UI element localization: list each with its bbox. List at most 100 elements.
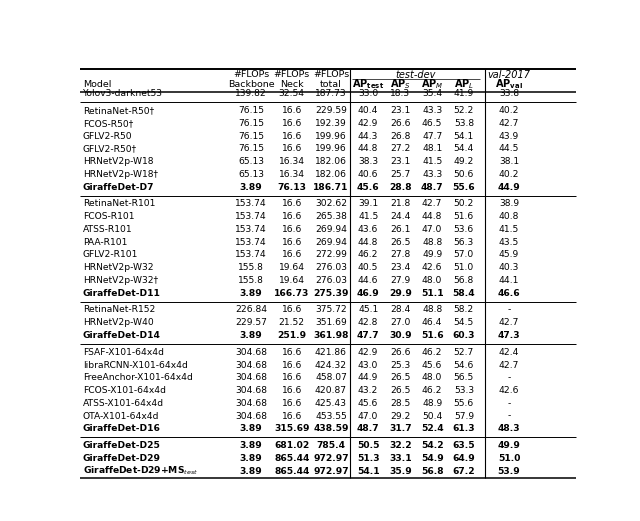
Text: GiraffeDet-D11: GiraffeDet-D11 bbox=[83, 289, 161, 297]
Text: 16.6: 16.6 bbox=[282, 399, 302, 408]
Text: -: - bbox=[508, 412, 511, 420]
Text: 425.43: 425.43 bbox=[315, 399, 347, 408]
Text: 48.8: 48.8 bbox=[422, 238, 442, 246]
Text: 23.4: 23.4 bbox=[390, 263, 411, 272]
Text: 53.3: 53.3 bbox=[454, 386, 474, 395]
Text: 46.9: 46.9 bbox=[357, 289, 380, 297]
Text: 27.8: 27.8 bbox=[390, 251, 410, 259]
Text: 26.5: 26.5 bbox=[390, 373, 411, 382]
Text: 63.5: 63.5 bbox=[452, 441, 476, 450]
Text: 276.03: 276.03 bbox=[315, 263, 347, 272]
Text: 226.84: 226.84 bbox=[235, 305, 267, 315]
Text: 53.9: 53.9 bbox=[498, 467, 520, 476]
Text: 16.6: 16.6 bbox=[282, 144, 302, 153]
Text: HRNetV2p-W32: HRNetV2p-W32 bbox=[83, 263, 154, 272]
Text: 28.5: 28.5 bbox=[390, 399, 410, 408]
Text: 44.9: 44.9 bbox=[358, 373, 378, 382]
Text: FreeAnchor-X101-64x4d: FreeAnchor-X101-64x4d bbox=[83, 373, 193, 382]
Text: 49.9: 49.9 bbox=[422, 251, 442, 259]
Text: 3.89: 3.89 bbox=[240, 454, 262, 463]
Text: 304.68: 304.68 bbox=[235, 348, 267, 357]
Text: 16.6: 16.6 bbox=[282, 251, 302, 259]
Text: 421.86: 421.86 bbox=[315, 348, 347, 357]
Text: $\mathbf{AP}_{S}$: $\mathbf{AP}_{S}$ bbox=[390, 78, 411, 92]
Text: 42.6: 42.6 bbox=[422, 263, 442, 272]
Text: 42.7: 42.7 bbox=[422, 200, 442, 208]
Text: 48.7: 48.7 bbox=[421, 183, 444, 192]
Text: 35.9: 35.9 bbox=[389, 467, 412, 476]
Text: 865.44: 865.44 bbox=[274, 454, 310, 463]
Text: 42.6: 42.6 bbox=[499, 386, 519, 395]
Text: 44.1: 44.1 bbox=[499, 276, 519, 285]
Text: total: total bbox=[320, 80, 342, 89]
Text: 29.9: 29.9 bbox=[389, 289, 412, 297]
Text: FCOS-R101: FCOS-R101 bbox=[83, 212, 134, 221]
Text: 28.4: 28.4 bbox=[390, 305, 411, 315]
Text: 304.68: 304.68 bbox=[235, 399, 267, 408]
Text: 155.8: 155.8 bbox=[238, 276, 264, 285]
Text: 16.6: 16.6 bbox=[282, 412, 302, 420]
Text: 42.7: 42.7 bbox=[499, 361, 519, 369]
Text: 16.6: 16.6 bbox=[282, 238, 302, 246]
Text: 186.71: 186.71 bbox=[314, 183, 349, 192]
Text: 54.1: 54.1 bbox=[454, 132, 474, 141]
Text: 229.57: 229.57 bbox=[235, 318, 267, 327]
Text: 38.1: 38.1 bbox=[499, 157, 519, 166]
Text: 58.2: 58.2 bbox=[454, 305, 474, 315]
Text: 302.62: 302.62 bbox=[315, 200, 347, 208]
Text: 21.52: 21.52 bbox=[279, 318, 305, 327]
Text: 272.99: 272.99 bbox=[315, 251, 347, 259]
Text: HRNetV2p-W18: HRNetV2p-W18 bbox=[83, 157, 154, 166]
Text: 681.02: 681.02 bbox=[274, 441, 309, 450]
Text: 192.39: 192.39 bbox=[315, 119, 347, 128]
Text: 16.34: 16.34 bbox=[279, 170, 305, 179]
Text: GiraffeDet-D7: GiraffeDet-D7 bbox=[83, 183, 154, 192]
Text: 56.5: 56.5 bbox=[454, 373, 474, 382]
Text: 269.94: 269.94 bbox=[315, 225, 347, 234]
Text: 48.1: 48.1 bbox=[422, 144, 442, 153]
Text: -: - bbox=[508, 305, 511, 315]
Text: 53.6: 53.6 bbox=[454, 225, 474, 234]
Text: 304.68: 304.68 bbox=[235, 386, 267, 395]
Text: RetinaNet-R101: RetinaNet-R101 bbox=[83, 200, 156, 208]
Text: 40.6: 40.6 bbox=[358, 170, 378, 179]
Text: 44.8: 44.8 bbox=[358, 238, 378, 246]
Text: 45.6: 45.6 bbox=[358, 399, 378, 408]
Text: 48.8: 48.8 bbox=[422, 305, 442, 315]
Text: 42.7: 42.7 bbox=[499, 119, 519, 128]
Text: 51.6: 51.6 bbox=[454, 212, 474, 221]
Text: 57.9: 57.9 bbox=[454, 412, 474, 420]
Text: PAA-R101: PAA-R101 bbox=[83, 238, 127, 246]
Text: 972.97: 972.97 bbox=[313, 454, 349, 463]
Text: 16.6: 16.6 bbox=[282, 106, 302, 115]
Text: 187.73: 187.73 bbox=[315, 89, 347, 98]
Text: FCOS-X101-64x4d: FCOS-X101-64x4d bbox=[83, 386, 166, 395]
Text: 32.2: 32.2 bbox=[389, 441, 412, 450]
Text: 785.4: 785.4 bbox=[316, 441, 346, 450]
Text: 76.15: 76.15 bbox=[238, 119, 264, 128]
Text: 54.2: 54.2 bbox=[421, 441, 444, 450]
Text: 424.32: 424.32 bbox=[315, 361, 347, 369]
Text: 33.1: 33.1 bbox=[389, 454, 412, 463]
Text: 55.6: 55.6 bbox=[452, 183, 476, 192]
Text: HRNetV2p-W18†: HRNetV2p-W18† bbox=[83, 170, 158, 179]
Text: 3.89: 3.89 bbox=[240, 331, 262, 340]
Text: 251.9: 251.9 bbox=[277, 331, 307, 340]
Text: 276.03: 276.03 bbox=[315, 276, 347, 285]
Text: Yolov3-darknet53: Yolov3-darknet53 bbox=[83, 89, 163, 98]
Text: 42.8: 42.8 bbox=[358, 318, 378, 327]
Text: 453.55: 453.55 bbox=[315, 412, 347, 420]
Text: 44.8: 44.8 bbox=[358, 144, 378, 153]
Text: 48.3: 48.3 bbox=[498, 424, 520, 433]
Text: 48.7: 48.7 bbox=[357, 424, 380, 433]
Text: GFLV2-R50: GFLV2-R50 bbox=[83, 132, 132, 141]
Text: 153.74: 153.74 bbox=[236, 225, 267, 234]
Text: 139.82: 139.82 bbox=[236, 89, 267, 98]
Text: 43.5: 43.5 bbox=[499, 238, 519, 246]
Text: 18.3: 18.3 bbox=[390, 89, 410, 98]
Text: 49.2: 49.2 bbox=[454, 157, 474, 166]
Text: 16.6: 16.6 bbox=[282, 132, 302, 141]
Text: 38.3: 38.3 bbox=[358, 157, 378, 166]
Text: 46.5: 46.5 bbox=[422, 119, 442, 128]
Text: 47.3: 47.3 bbox=[498, 331, 520, 340]
